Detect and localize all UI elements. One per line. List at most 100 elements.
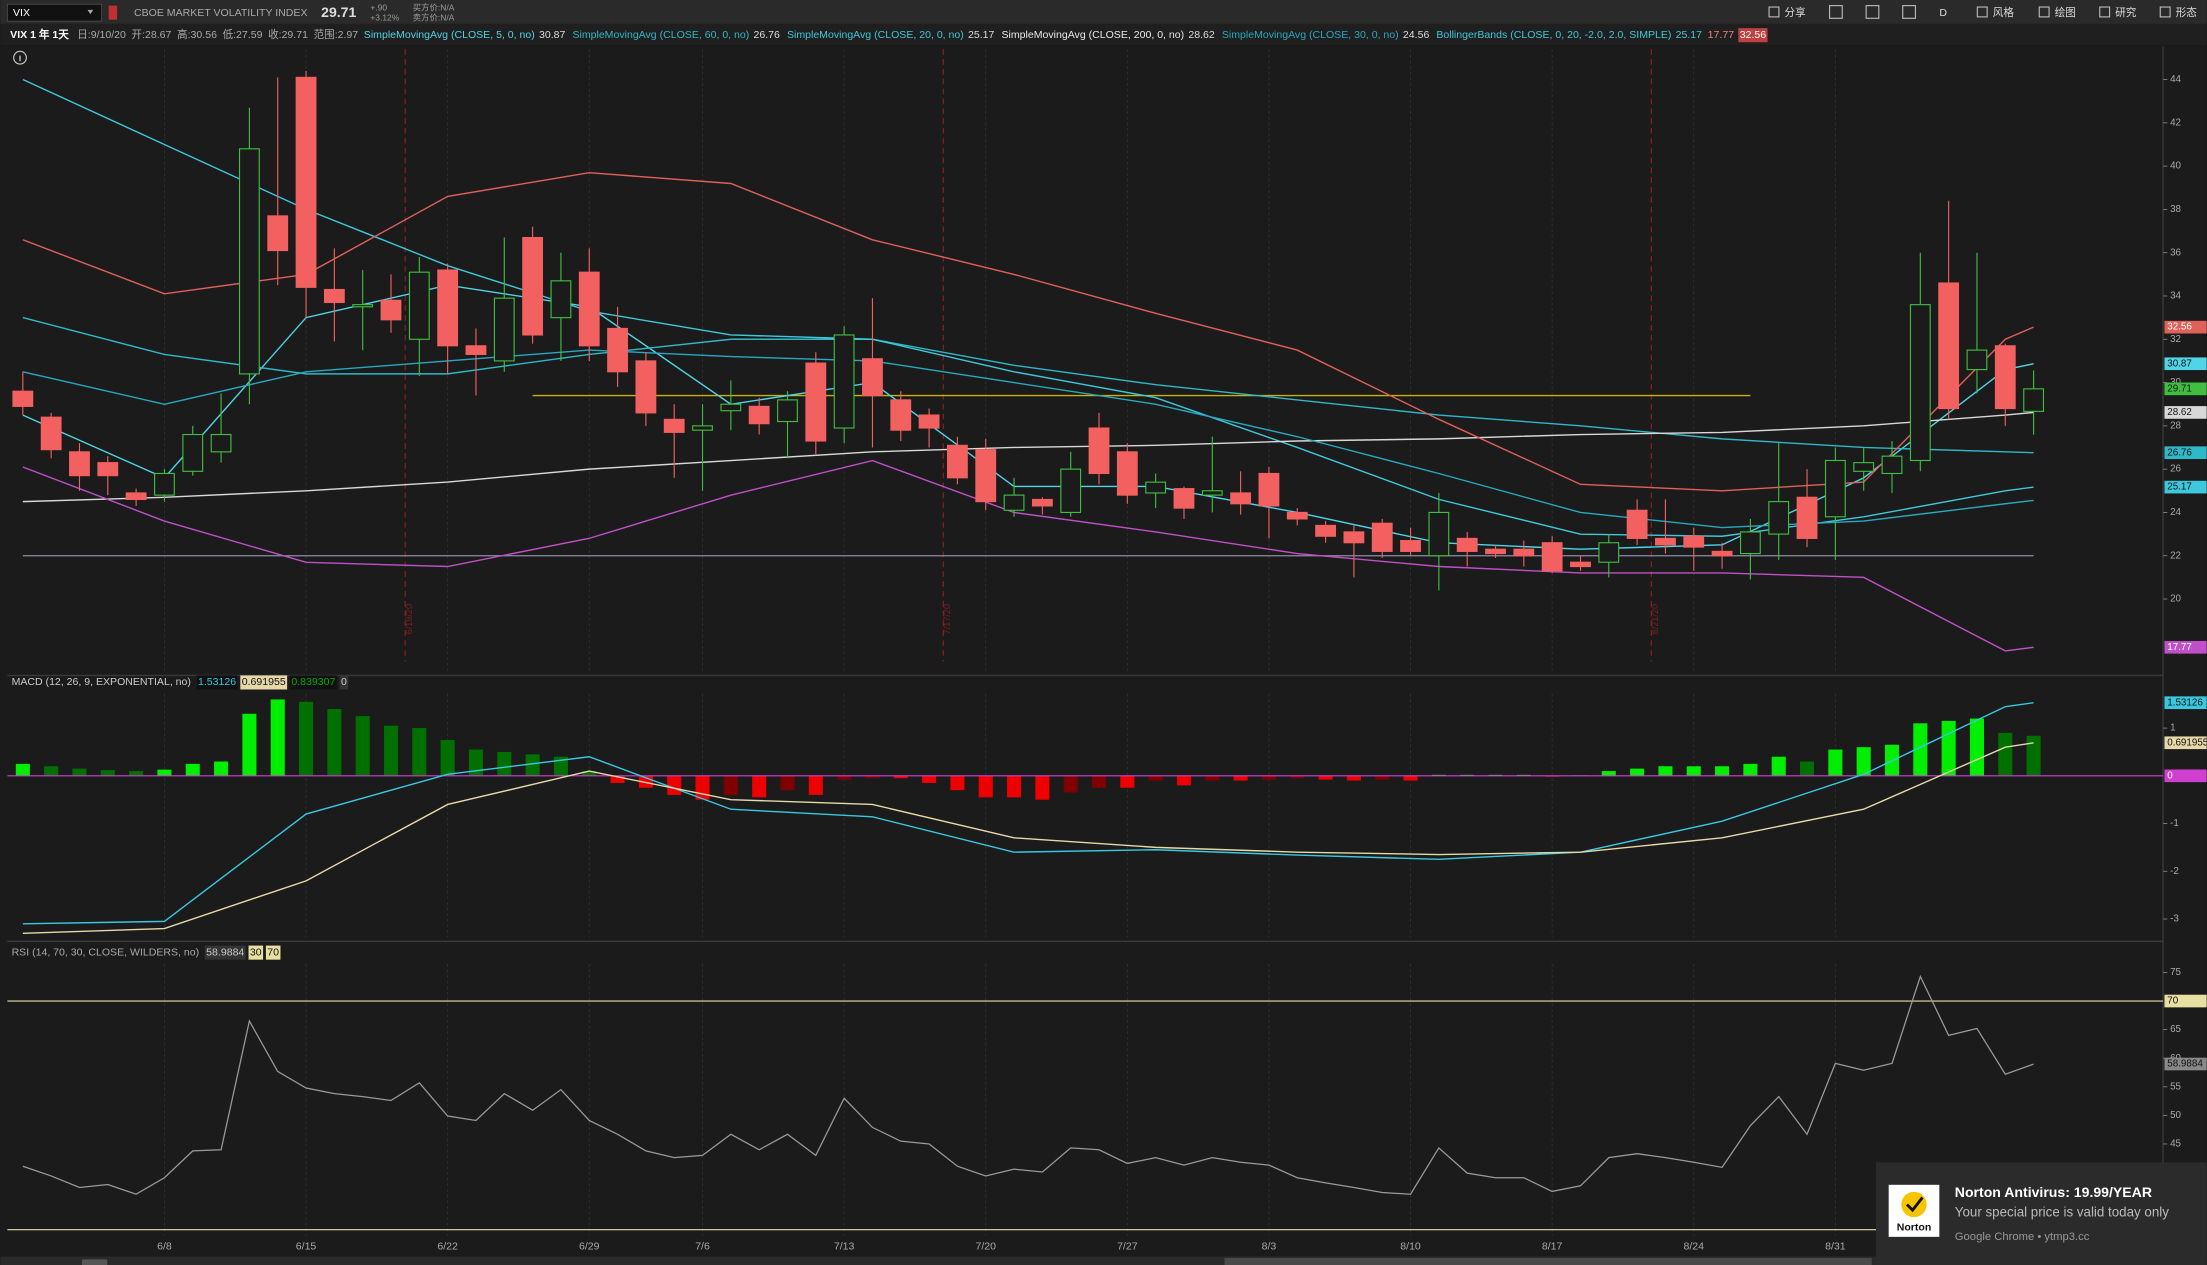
symbol-period: VIX 1 年 1天	[10, 28, 69, 41]
candle-body	[862, 358, 883, 397]
toolbar-button[interactable]: 风格	[1993, 6, 2015, 19]
candle-body	[1286, 511, 1308, 520]
panel-title: MACD (12, 26, 9, EXPONENTIAL, no)	[12, 676, 191, 688]
y-tick-label: 26	[2170, 464, 2181, 475]
study-bar	[0, 23, 2207, 46]
histogram-bar	[893, 775, 908, 779]
candle-body	[1938, 282, 1960, 410]
symbol[interactable]: VIX	[13, 7, 30, 19]
candle-body	[777, 399, 798, 423]
histogram-bar	[129, 771, 144, 776]
notification-source: Google Chrome • ytmp3.cc	[1955, 1231, 2090, 1243]
histogram-bar	[1290, 775, 1305, 779]
toolbar-button[interactable]: 形态	[2176, 6, 2198, 19]
norton-check	[1905, 1196, 1924, 1213]
candle-body	[40, 416, 62, 451]
expiration-label: 7/17/20	[942, 604, 952, 634]
signal-value: 0.691955	[242, 676, 286, 688]
scroll-handle[interactable]	[81, 1259, 108, 1265]
histogram-bar	[950, 775, 965, 791]
candle-body	[493, 297, 515, 362]
x-tick-label: 6/8	[157, 1240, 172, 1252]
info-icon[interactable]	[13, 50, 27, 65]
candle-body	[1768, 501, 1790, 535]
toolbar-icon[interactable]	[2038, 6, 2050, 18]
overlay-line	[22, 78, 2034, 537]
histogram-bar	[157, 769, 172, 776]
candle-body	[380, 299, 402, 321]
histogram-bar	[525, 754, 540, 776]
norton-logo-circle	[1901, 1191, 1927, 1218]
study-name: SimpleMovingAvg (CLOSE, 60, 0, no)	[572, 29, 749, 41]
y-tick-label: 38	[2170, 204, 2181, 215]
toolbar-icon[interactable]	[2159, 6, 2171, 18]
candle-body	[1739, 531, 1761, 555]
notification[interactable]: Norton Norton Antivirus: 19.99/YEAR Your…	[1876, 1162, 2207, 1265]
candle-body	[692, 425, 713, 431]
toolbar-button[interactable]: 绘图	[2055, 6, 2076, 19]
toolbar-icon[interactable]	[1902, 5, 1916, 19]
x-tick-label: 8/17	[1542, 1240, 1563, 1252]
x-tick-label: 6/15	[296, 1240, 317, 1252]
axis-marker-label: 70	[2167, 996, 2178, 1007]
toolbar-icon[interactable]	[1976, 6, 1988, 18]
y-tick-label: 24	[2170, 507, 2181, 518]
candle-body	[12, 390, 34, 407]
open-value: 28.67	[145, 29, 172, 41]
axis-marker	[2164, 769, 2207, 783]
rsi-value: 58.9884	[206, 946, 244, 958]
histogram-bar	[185, 763, 200, 776]
histogram-bar	[1969, 718, 1984, 776]
macd-line	[22, 742, 2034, 935]
candle-body	[663, 418, 685, 433]
histogram-bar	[553, 756, 568, 776]
histogram-bar	[383, 725, 399, 776]
study-value: 28.62	[1188, 29, 1215, 41]
histogram-bar	[582, 771, 597, 776]
zero-value: 0	[341, 676, 347, 688]
candle-body	[1485, 548, 1506, 555]
axis-marker	[2164, 994, 2207, 1008]
overlay-line	[22, 459, 2034, 652]
x-tick-label: 7/27	[1117, 1240, 1138, 1252]
candle-body	[1456, 537, 1478, 552]
overbought-value: 70	[267, 946, 279, 958]
period[interactable]: D	[1939, 7, 1947, 19]
macd-value: 1.53126	[198, 676, 236, 688]
y-tick-label: 44	[2170, 74, 2181, 85]
candle-body	[947, 444, 968, 479]
candle-body	[210, 433, 232, 453]
y-tick-label: 40	[2170, 161, 2181, 172]
toolbar-icon[interactable]	[1829, 5, 1843, 19]
symbol-input[interactable]	[7, 3, 102, 22]
axis-marker	[2164, 1057, 2207, 1071]
histogram-bar	[15, 763, 30, 776]
overlay-line	[22, 349, 2034, 529]
candle-body	[1909, 304, 1931, 462]
scrollbar[interactable]	[0, 1256, 2207, 1265]
y-tick-label: 75	[2170, 967, 2181, 978]
candle-body	[1796, 496, 1818, 539]
candle-body	[1230, 492, 1252, 505]
scrollbar-thumb[interactable]	[1224, 1257, 1872, 1265]
toolbar-button[interactable]: 研究	[2115, 6, 2137, 19]
histogram-bar	[299, 701, 314, 776]
histogram-bar	[1035, 775, 1050, 800]
histogram-bar	[1007, 775, 1022, 798]
toolbar-icon[interactable]	[2099, 6, 2111, 18]
candle-body	[1060, 468, 1082, 513]
toolbar-icon[interactable]	[1768, 6, 1780, 18]
candle-body	[1966, 349, 1988, 371]
study-name: SimpleMovingAvg (CLOSE, 5, 0, no)	[364, 29, 535, 41]
toolbar-icon[interactable]	[1865, 5, 1880, 19]
candle-body	[97, 462, 119, 477]
toolbar-button[interactable]: 分享	[1785, 6, 1806, 19]
dropdown-arrow[interactable]	[87, 9, 94, 15]
diff-value: 0.839307	[291, 676, 335, 688]
histogram-bar	[1205, 775, 1220, 781]
description: CBOE MARKET VOLATILITY INDEX	[134, 7, 307, 19]
zero-value-bg	[339, 675, 349, 690]
range-value: 2.97	[338, 29, 359, 41]
candle-body	[1655, 537, 1676, 546]
